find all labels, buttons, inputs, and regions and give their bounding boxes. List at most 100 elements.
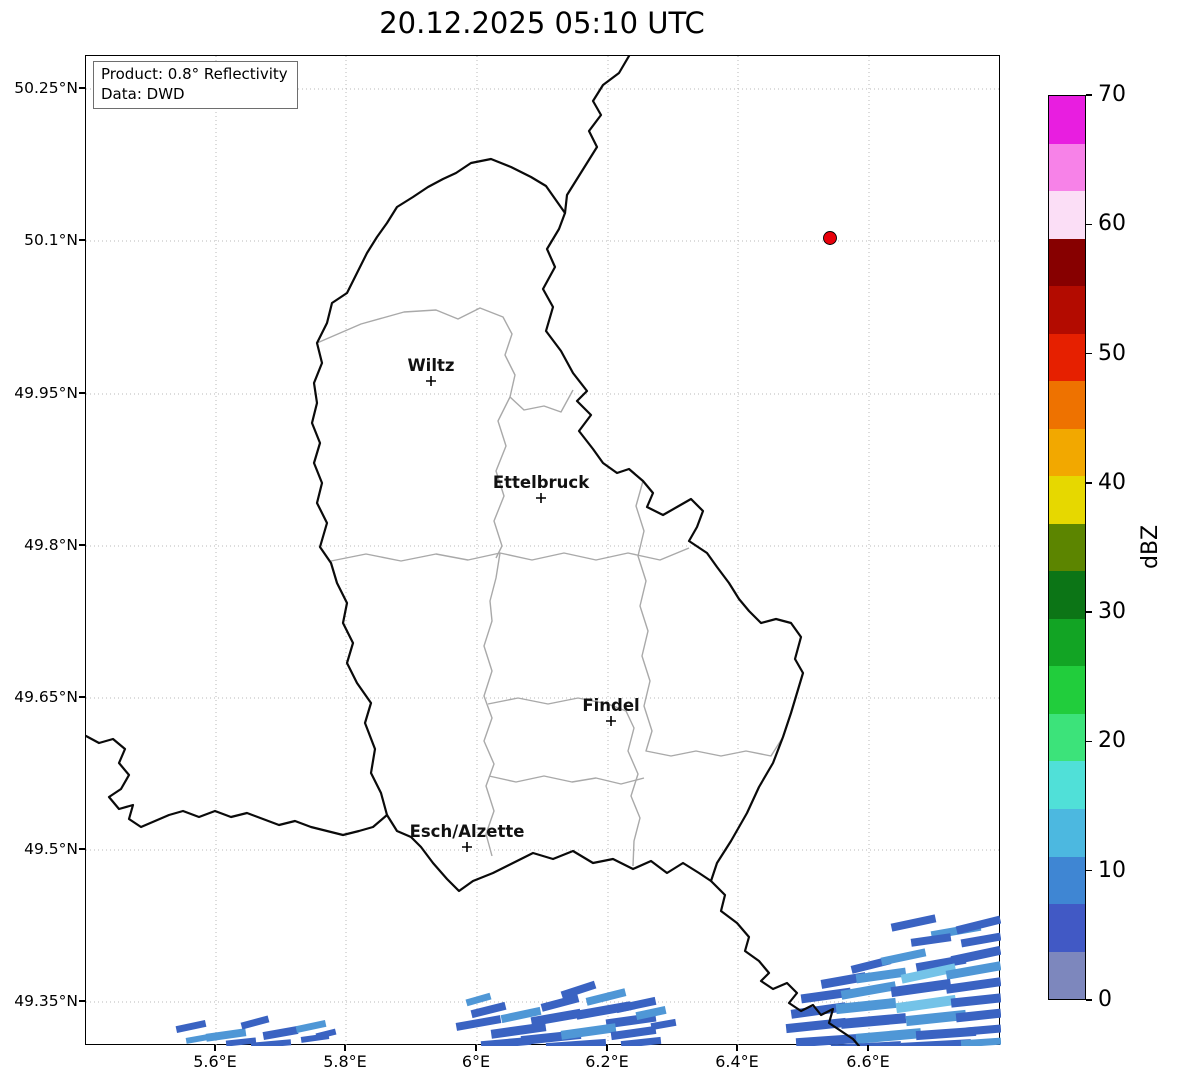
district-border-line bbox=[493, 396, 511, 559]
colorbar bbox=[1048, 95, 1086, 1000]
radar-echo-cell bbox=[890, 978, 952, 998]
colorbar-tick-mark bbox=[1086, 482, 1092, 484]
colorbar-axis-label: dBZ bbox=[1138, 524, 1163, 570]
radar-echo-cell bbox=[895, 994, 957, 1014]
colorbar-tick-label: 50 bbox=[1098, 340, 1126, 366]
lon-tick-mark bbox=[606, 1045, 608, 1051]
city-marker bbox=[606, 716, 616, 726]
colorbar-segment bbox=[1049, 951, 1085, 1000]
radar-site-dot bbox=[823, 231, 837, 245]
colorbar-tick-mark bbox=[1086, 740, 1092, 743]
lat-tick-mark bbox=[79, 239, 85, 241]
belgium-germany-border bbox=[563, 56, 631, 215]
radar-echo-cell bbox=[965, 1024, 1001, 1036]
colorbar-segment bbox=[1049, 96, 1085, 144]
radar-echo-cell bbox=[560, 980, 597, 1000]
radar-echo-cell bbox=[540, 994, 580, 1012]
lat-tick-label: 49.8°N bbox=[24, 536, 78, 554]
lat-tick-mark bbox=[79, 392, 85, 394]
radar-echo-cell bbox=[500, 1006, 542, 1024]
radar-echo-cell bbox=[250, 1039, 292, 1046]
colorbar-segment bbox=[1049, 904, 1085, 952]
radar-echo-cell bbox=[950, 993, 1001, 1008]
colorbar-tick-label: 30 bbox=[1098, 599, 1126, 625]
colorbar-tick-mark bbox=[1086, 94, 1092, 96]
radar-echo-cell bbox=[830, 1041, 902, 1046]
belgium-france-border bbox=[86, 734, 389, 837]
gridlines bbox=[86, 56, 1001, 1046]
lon-tick-label: 6°E bbox=[461, 1052, 491, 1071]
radar-echo-cell bbox=[905, 1009, 967, 1027]
colorbar-segment bbox=[1049, 286, 1085, 334]
colorbar-segment bbox=[1049, 476, 1085, 524]
lon-tick-mark bbox=[344, 1045, 346, 1051]
lat-tick-label: 50.25°N bbox=[14, 79, 78, 97]
district-border-line bbox=[330, 547, 690, 562]
colorbar-tick-label: 40 bbox=[1098, 469, 1126, 495]
radar-echo-cell bbox=[490, 1022, 547, 1039]
district-border-line bbox=[488, 775, 645, 785]
radar-echo-cell bbox=[620, 1036, 662, 1046]
radar-echo-cell bbox=[205, 1028, 247, 1042]
colorbar-tick-label: 20 bbox=[1098, 728, 1126, 754]
lon-tick-mark bbox=[736, 1045, 738, 1051]
colorbar-tick-mark bbox=[1086, 223, 1092, 225]
map-svg: Wiltz Ettelbruck Findel Esch/Alzette bbox=[86, 56, 1001, 1046]
lat-tick-label: 49.95°N bbox=[14, 384, 78, 402]
data-source-line: Data: DWD bbox=[101, 84, 185, 103]
colorbar-segment bbox=[1049, 428, 1085, 477]
colorbar-segment bbox=[1049, 333, 1085, 382]
radar-echo-cell bbox=[560, 1023, 617, 1040]
colorbar-tick-mark bbox=[1086, 870, 1092, 872]
lon-tick-label: 6.4°E bbox=[715, 1052, 759, 1071]
radar-echo-cell bbox=[800, 987, 852, 1004]
radar-echo-cell bbox=[910, 933, 952, 947]
colorbar-segment bbox=[1049, 761, 1085, 809]
lat-tick-label: 49.35°N bbox=[14, 992, 78, 1010]
radar-echo-cell bbox=[880, 948, 927, 966]
map-plot: Wiltz Ettelbruck Findel Esch/Alzette Produc… bbox=[85, 55, 1001, 1046]
city-marker bbox=[462, 842, 472, 852]
radar-echo-cell bbox=[545, 1038, 607, 1046]
luxembourg-border bbox=[310, 157, 805, 893]
lon-tick-mark bbox=[475, 1045, 477, 1051]
radar-echo-cell bbox=[840, 981, 897, 1000]
lon-tick-label: 6.6°E bbox=[846, 1052, 890, 1071]
radar-echo-cell bbox=[955, 915, 1001, 935]
district-border-line bbox=[487, 697, 641, 867]
city-label: Wiltz bbox=[407, 356, 454, 375]
radar-echo-cell bbox=[945, 961, 1001, 980]
lat-tick-label: 49.5°N bbox=[24, 840, 78, 858]
district-border-line bbox=[316, 307, 574, 413]
radar-echo-cell bbox=[610, 1025, 657, 1041]
radar-echo-cell bbox=[295, 1019, 327, 1034]
colorbar-tick-mark bbox=[1086, 352, 1092, 355]
radar-echo-cell bbox=[850, 956, 892, 974]
colorbar-tick-mark bbox=[1086, 611, 1092, 613]
city-markers: Wiltz Ettelbruck Findel Esch/Alzette bbox=[407, 356, 640, 852]
city-label: Esch/Alzette bbox=[410, 822, 525, 841]
radar-echo-cell bbox=[950, 945, 1001, 966]
colorbar-segment bbox=[1049, 143, 1085, 192]
precipitation-echoes bbox=[175, 914, 1001, 1046]
lat-tick-label: 49.65°N bbox=[14, 688, 78, 706]
colorbar-tick-mark bbox=[1086, 999, 1092, 1001]
district-border-line bbox=[635, 480, 784, 757]
radar-echo-cell bbox=[455, 1015, 502, 1031]
radar-echo-cell bbox=[955, 1008, 1001, 1023]
radar-echo-cell bbox=[480, 1036, 532, 1046]
figure-title: 20.12.2025 05:10 UTC bbox=[379, 6, 705, 40]
radar-echo-cell bbox=[785, 1017, 847, 1034]
lat-tick-mark bbox=[79, 1000, 85, 1002]
colorbar-tick-label: 60 bbox=[1098, 211, 1126, 237]
colorbar-segment bbox=[1049, 571, 1085, 619]
radar-echo-cell bbox=[840, 1013, 907, 1029]
lat-tick-mark bbox=[79, 696, 85, 698]
radar-echo-cell bbox=[795, 1033, 862, 1046]
colorbar-tick-label: 70 bbox=[1098, 82, 1126, 107]
lon-tick-label: 5.8°E bbox=[323, 1052, 367, 1071]
colorbar-segment bbox=[1049, 381, 1085, 429]
colorbar-segment bbox=[1049, 191, 1085, 239]
radar-echo-cell bbox=[900, 963, 957, 984]
